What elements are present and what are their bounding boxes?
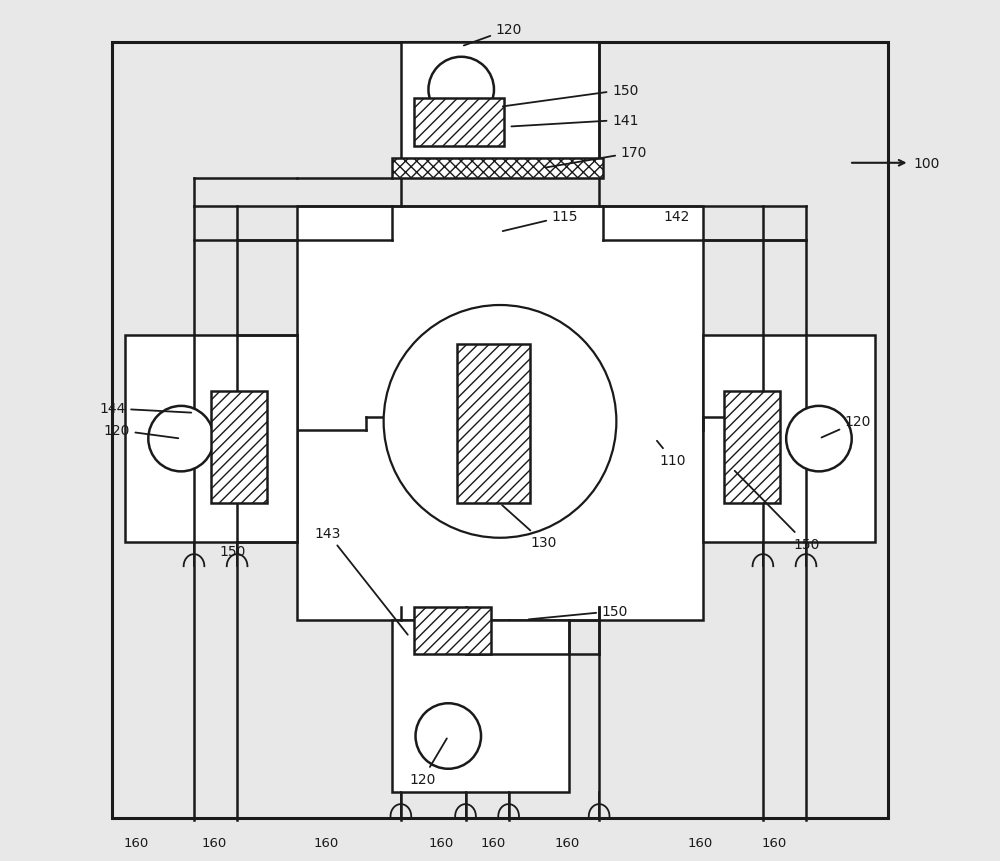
Bar (401, 43, 599, 177)
Text: 120: 120 (464, 23, 522, 46)
Text: 160: 160 (201, 835, 226, 849)
Bar (211, 392, 267, 504)
Bar (703, 336, 875, 542)
Text: 150: 150 (529, 604, 628, 620)
Bar (297, 207, 703, 620)
Text: 143: 143 (315, 527, 408, 635)
Text: 120: 120 (821, 415, 871, 438)
Text: 150: 150 (735, 471, 819, 551)
Circle shape (384, 306, 616, 538)
Text: 150: 150 (220, 544, 246, 558)
Circle shape (786, 406, 852, 472)
Text: 160: 160 (480, 835, 506, 849)
Text: 160: 160 (124, 835, 149, 849)
Text: 130: 130 (502, 505, 557, 549)
Text: 100: 100 (914, 157, 940, 170)
Bar (125, 336, 297, 542)
Text: 115: 115 (503, 210, 578, 232)
Text: 160: 160 (687, 835, 713, 849)
Text: 160: 160 (555, 835, 580, 849)
Circle shape (148, 406, 214, 472)
Text: 160: 160 (313, 835, 339, 849)
Text: 144: 144 (99, 402, 191, 416)
Bar (724, 392, 780, 504)
Text: 120: 120 (103, 424, 178, 439)
Bar (392, 620, 569, 792)
Text: 160: 160 (429, 835, 454, 849)
Bar (414, 99, 504, 146)
Text: 142: 142 (664, 210, 690, 224)
Text: 110: 110 (657, 441, 686, 468)
Text: 141: 141 (511, 114, 639, 127)
Circle shape (428, 58, 494, 123)
Bar (392, 158, 603, 179)
Text: 160: 160 (761, 835, 787, 849)
Text: 120: 120 (409, 739, 447, 786)
Bar (414, 607, 491, 654)
Text: 150: 150 (503, 84, 638, 108)
Bar (457, 344, 530, 504)
Circle shape (416, 703, 481, 769)
Text: 170: 170 (546, 146, 647, 168)
